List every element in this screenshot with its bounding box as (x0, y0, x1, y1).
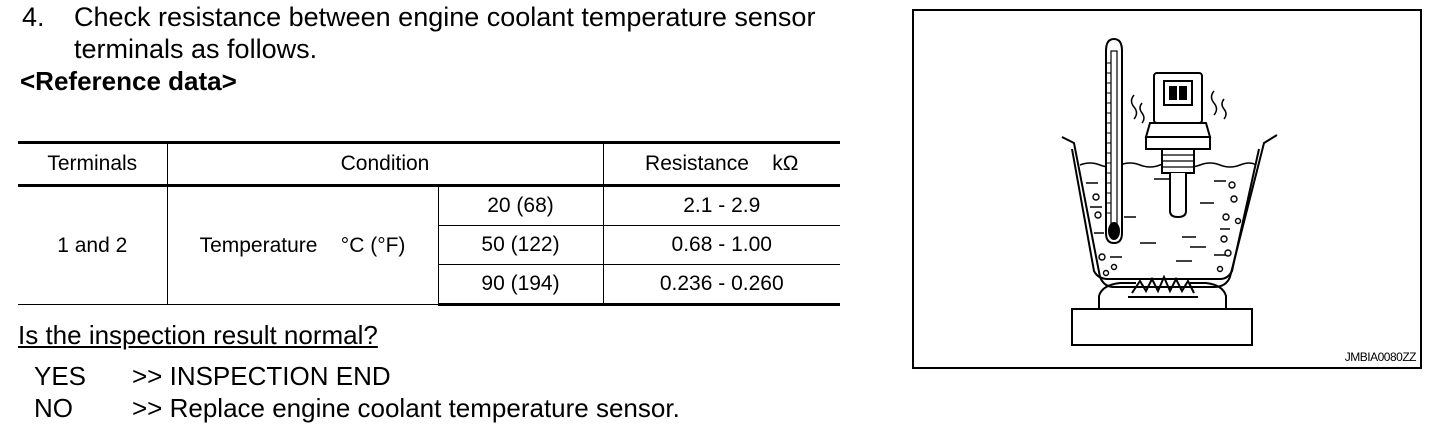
thermometer-icon (1105, 37, 1123, 245)
cell-resistance: 2.1 - 2.9 (602, 185, 840, 226)
coolant-sensor-icon (1144, 72, 1212, 219)
cell-resistance: 0.236 - 0.260 (602, 264, 840, 306)
cell-resistance: 0.68 - 1.00 (602, 225, 840, 265)
step-line-1: Check resistance between engine coolant … (74, 2, 816, 32)
pot-thermometer-sensor-illustration (1061, 37, 1278, 346)
pot-inner (1071, 148, 1260, 280)
step-line-2: terminals as follows. (74, 34, 318, 64)
table-header-row: Terminals Condition Resistance kΩ (18, 141, 840, 187)
reference-table: Terminals Condition Resistance kΩ 1 and … (18, 141, 840, 306)
figure-code: JMBIA0080ZZ (1344, 350, 1417, 364)
answer-yes-label: YES (34, 361, 87, 391)
answer-no-label: NO (34, 393, 73, 423)
table-row: 1 and 2 Temperature °C (°F) 20 (68) 2.1 … (18, 185, 840, 305)
answer-yes-action: >> INSPECTION END (132, 361, 391, 391)
answer-no-action: >> Replace engine coolant temperature se… (132, 393, 680, 423)
cell-temp: 50 (122) (438, 225, 604, 265)
cell-temp: 90 (194) (438, 264, 604, 306)
header-resistance: Resistance kΩ (602, 141, 840, 187)
stove-base (1071, 308, 1253, 346)
table-row: 90 (194) 0.236 - 0.260 (18, 264, 840, 306)
header-condition: Condition (166, 141, 604, 187)
burner-support-left (1098, 282, 1136, 309)
inspection-figure: JMBIA0080ZZ (912, 9, 1422, 369)
cell-terminals: 1 and 2 (18, 185, 168, 305)
reference-heading: <Reference data> (20, 66, 237, 96)
inspection-question: Is the inspection result normal? (18, 320, 378, 350)
cell-condition: Temperature °C (°F) (166, 185, 439, 305)
header-terminals: Terminals (18, 141, 168, 187)
step-number: 4. (22, 2, 45, 32)
pot-outer (1061, 134, 1278, 288)
cell-temp: 20 (68) (437, 185, 604, 226)
steam-icon (1130, 90, 1227, 124)
